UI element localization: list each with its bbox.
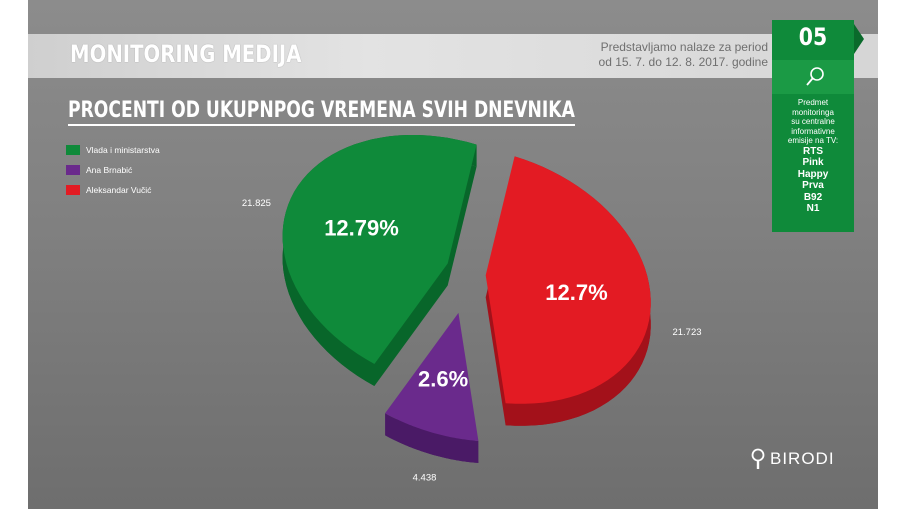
period-line-2: od 15. 7. do 12. 8. 2017. godine <box>598 55 768 69</box>
channel-prva: Prva <box>802 180 824 191</box>
legend-swatch-green <box>66 145 80 155</box>
percent-label: 12.7% <box>545 280 607 305</box>
legend-label: Ana Brnabić <box>86 165 133 175</box>
legend-item: Aleksandar Vučić <box>66 180 160 200</box>
period-line-1: Predstavljamo nalaze za period <box>600 40 768 54</box>
channel-happy: Happy <box>797 168 829 180</box>
legend-swatch-purple <box>66 165 80 175</box>
caption-line: emisije na TV: <box>787 136 839 145</box>
birodi-logo: BIRODI <box>750 448 835 470</box>
header-banner: MONITORING MEDIJA Predstavljamo nalaze z… <box>28 34 878 78</box>
magnifier-icon <box>806 67 824 86</box>
caption-line: Predmet <box>797 98 829 107</box>
legend-item: Vlada i ministarstva <box>66 140 160 160</box>
value-label: 4.438 <box>413 472 437 483</box>
slide-background: MONITORING MEDIJA Predstavljamo nalaze z… <box>28 0 878 509</box>
logo-text: BIRODI <box>770 449 835 468</box>
pie-slice-vlada: 12.79% 21.825 <box>242 135 477 386</box>
legend-item: Ana Brnabić <box>66 160 160 180</box>
section-title: PROCENTI OD UKUPNPOG VREMENA SVIH DNEVNI… <box>68 98 575 126</box>
chart-legend: Vlada i ministarstva Ana Brnabić Aleksan… <box>66 140 160 200</box>
channel-b92: B92 <box>803 191 823 203</box>
pie-slice-vucic-top <box>485 156 651 404</box>
monitoring-caption: Predmet monitoringa su centralne informa… <box>772 94 854 146</box>
pie-slice-brnabic: 2.6% 4.438 <box>385 312 479 483</box>
monitoring-info: Predmet monitoringa su centralne informa… <box>772 94 854 232</box>
magnifier-icon <box>751 448 765 469</box>
caption-line: su centralne <box>791 117 835 126</box>
caption-line: informativne <box>791 126 835 136</box>
pie-slice-brnabic-top <box>385 312 479 441</box>
pie-slice-vucic: 12.7% 21.723 <box>485 156 702 426</box>
legend-label: Aleksandar Vučić <box>86 185 152 195</box>
value-label: 21.723 <box>672 327 701 338</box>
badge-ribbon-fold <box>854 24 864 54</box>
legend-label: Vlada i ministarstva <box>86 145 160 155</box>
percent-label: 12.79% <box>324 216 399 241</box>
badge-icon-box <box>772 60 854 94</box>
channel-rts: RTS <box>803 145 823 157</box>
page-title: MONITORING MEDIJA <box>70 40 302 68</box>
channel-pink: Pink <box>802 157 824 168</box>
period-text: Predstavljamo nalaze za period od 15. 7.… <box>528 40 768 70</box>
pie-slice-vlada-top <box>282 135 477 364</box>
value-label: 21.825 <box>242 198 271 209</box>
channel-n1: N1 <box>806 203 820 214</box>
pie-chart: 12.79% 21.825 12.7% 21.723 2.6% 4.438 <box>242 135 702 483</box>
caption-line: monitoringa <box>792 107 834 117</box>
percent-label: 2.6% <box>418 367 468 392</box>
issue-number: 05 <box>798 23 828 51</box>
legend-swatch-red <box>66 185 80 195</box>
pie-slice-brnabic-side <box>385 413 479 463</box>
issue-number-box: 05 <box>772 20 854 60</box>
issue-badge: 05 Predmet monitoringa su centralne info… <box>772 20 864 232</box>
